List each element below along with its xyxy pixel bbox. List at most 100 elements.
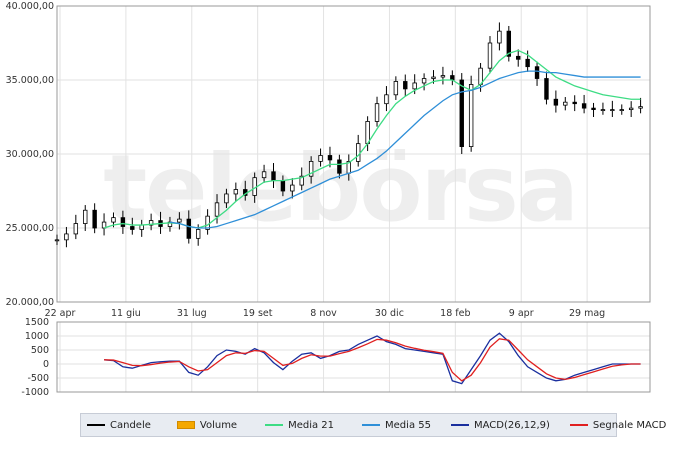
candle-body (224, 193, 229, 204)
candle-body (64, 233, 69, 241)
legend-item-media-21[interactable]: Media 21 (265, 420, 334, 431)
x-tick-label: 30 dic (375, 308, 404, 319)
macd-panel-frame (56, 321, 651, 393)
candle-body (233, 189, 239, 195)
candle-body (431, 76, 436, 79)
candle-body (393, 81, 399, 96)
candle-body (92, 209, 97, 229)
candle-body (544, 78, 549, 100)
x-tick-label: 18 feb (440, 308, 470, 319)
price-grid (57, 5, 650, 303)
macd-y-tick-label: -500 (27, 373, 49, 384)
legend-item-macd[interactable]: MACD(26,12,9) (450, 419, 550, 431)
candle-body (421, 78, 427, 84)
series-line-segnale-macd (104, 338, 641, 382)
legend-item-volume[interactable]: Volume (176, 420, 237, 431)
legend-swatch-candele (87, 424, 105, 426)
candle-body (610, 109, 615, 111)
candle-body (356, 143, 361, 162)
candle-body (120, 217, 126, 227)
candle-body (261, 171, 267, 179)
candle-body (403, 81, 408, 90)
candle-body (563, 101, 568, 106)
legend-item-media-55[interactable]: Media 55 (362, 420, 431, 431)
legend-label-candele: Candele (110, 419, 151, 431)
candle-body (299, 175, 304, 186)
x-tick-label: 11 giu (111, 308, 141, 319)
legend: Candele Volume Media 21 Media 55 MACD(26… (80, 413, 666, 437)
candle-body (186, 218, 191, 239)
candle-body (572, 101, 577, 105)
candle-body (365, 121, 370, 145)
candle-body (337, 159, 342, 174)
legend-swatch-macd (450, 424, 469, 426)
x-tick-label: 8 nov (310, 308, 337, 319)
legend-label-media-21: Media 21 (288, 419, 335, 431)
candle-body (214, 202, 220, 217)
candle-body (459, 79, 464, 147)
candle-body (497, 30, 502, 44)
candle-body (111, 217, 116, 223)
candle-body (525, 58, 530, 68)
candle-body (318, 155, 323, 162)
macd-series (104, 332, 641, 385)
candle-body (628, 107, 634, 111)
price-y-tick-label: 35.000,00 (6, 75, 54, 86)
candle-body (308, 160, 314, 177)
legend-swatch-media-55 (362, 424, 381, 426)
macd-y-tick-label: 0 (43, 359, 49, 370)
series-line-macd-26-12-9- (104, 332, 641, 385)
candle-body (148, 220, 154, 226)
legend-item-segnale-macd[interactable]: Segnale MACD (569, 419, 667, 431)
candle-body (638, 106, 643, 109)
macd-grid (57, 321, 650, 393)
candle-body (619, 109, 624, 111)
price-y-tick-label: 20.000,00 (6, 297, 54, 308)
candle-body (468, 84, 474, 148)
candle-body (534, 66, 540, 79)
legend-swatch-media-21 (265, 424, 284, 426)
candle-body (195, 229, 201, 239)
candle-body (553, 98, 559, 106)
price-y-tick-label: 25.000,00 (6, 223, 54, 234)
moving-average-series (103, 49, 641, 229)
legend-label-media-55: Media 55 (385, 419, 431, 431)
candle-body (384, 94, 389, 105)
x-tick-label: 9 apr (509, 308, 534, 319)
watermark-logo: telebörsa (103, 135, 577, 242)
candle-body (83, 209, 88, 224)
x-tick-label: 31 lug (177, 308, 207, 319)
candle-body (591, 107, 596, 111)
candle-body (487, 42, 493, 69)
candle-body (600, 109, 606, 111)
candle-body (271, 171, 276, 182)
candle-body (280, 180, 286, 192)
candle-body (374, 103, 380, 122)
macd-y-tick-label: 500 (31, 345, 49, 356)
candle-body (506, 30, 512, 57)
x-tick-label: 19 set (243, 308, 273, 319)
candle-body (450, 75, 455, 81)
price-y-tick-label: 30.000,00 (6, 149, 54, 160)
legend-item-candele[interactable]: Candele (87, 420, 151, 431)
macd-y-tick-label: 1500 (25, 317, 49, 328)
candle-body (440, 75, 446, 78)
candle-body (581, 103, 587, 109)
macd-y-axis: 1500 1000 500 0 -500 -1000 (21, 317, 49, 398)
series-line-media-55 (169, 70, 641, 229)
price-y-tick-label: 40.000,00 (6, 1, 54, 12)
candle-body (73, 223, 79, 235)
legend-label-segnale-macd: Segnale MACD (592, 419, 667, 431)
candle-body (412, 82, 417, 90)
candle-body (139, 224, 144, 230)
legend-label-macd: MACD(26,12,9) (473, 419, 550, 431)
legend-swatch-volume (176, 421, 195, 429)
candle-body (130, 226, 135, 230)
macd-y-tick-label: -1000 (21, 387, 49, 398)
candle-body (290, 184, 295, 192)
price-panel-frame (56, 5, 651, 303)
x-axis: 22 apr 11 giu 31 lug 19 set 8 nov 30 dic 18 fe… (45, 308, 606, 319)
candle-body (177, 218, 182, 223)
x-tick-label: 29 mag (569, 308, 605, 319)
